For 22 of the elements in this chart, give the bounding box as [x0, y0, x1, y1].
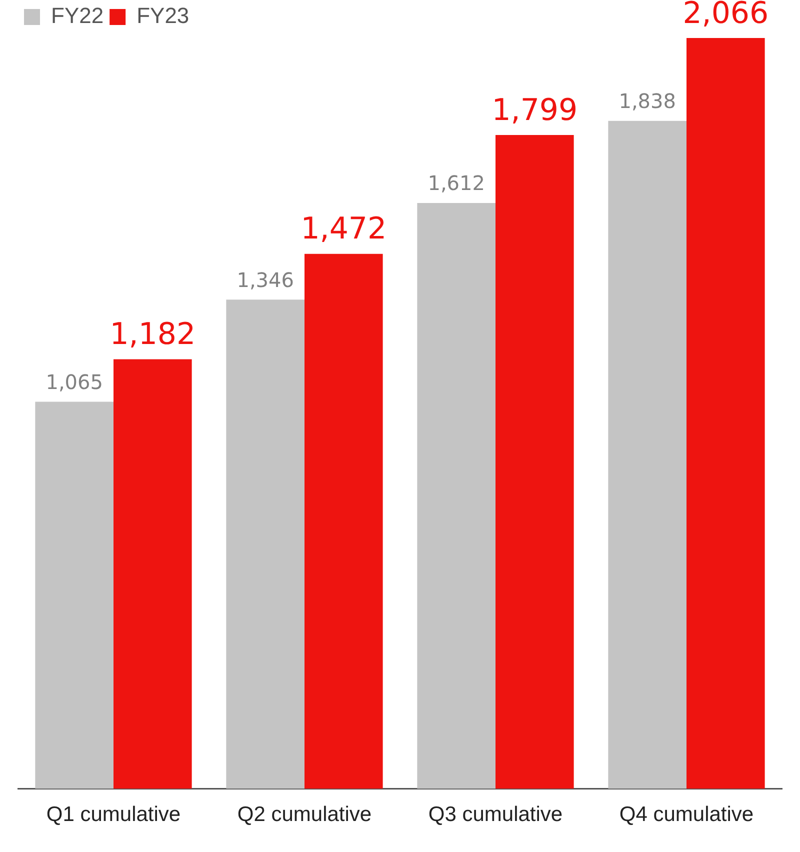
- legend-label: FY23: [136, 3, 190, 28]
- data-label: 1,065: [46, 370, 103, 394]
- bar: [226, 300, 304, 789]
- x-tick-label: Q4 cumulative: [619, 803, 754, 826]
- x-tick-label: Q3 cumulative: [428, 803, 563, 826]
- bar: [496, 135, 574, 789]
- data-label: 1,346: [236, 268, 294, 292]
- data-label: 1,612: [428, 171, 485, 196]
- data-label: 1,799: [492, 92, 578, 128]
- legend-label: FY22: [51, 3, 104, 28]
- x-tick-label: Q1 cumulative: [46, 803, 181, 826]
- data-label: 2,066: [682, 0, 769, 31]
- x-tick-label: Q2 cumulative: [237, 803, 372, 826]
- data-label: 1,472: [300, 212, 387, 247]
- bar: [417, 202, 496, 789]
- bar: [608, 120, 686, 789]
- bar: [114, 359, 192, 789]
- data-label: 1,182: [110, 317, 196, 352]
- bar: [35, 402, 114, 789]
- bar: [304, 254, 383, 789]
- data-label: 1,838: [618, 89, 676, 114]
- bar: [686, 38, 765, 789]
